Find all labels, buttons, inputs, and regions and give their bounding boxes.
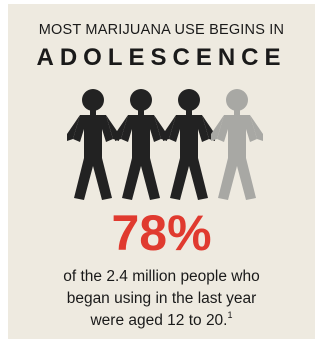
paper-doll-figure [67, 89, 119, 200]
footnote-marker: 1 [227, 310, 233, 320]
paper-doll-chain-icon [67, 89, 263, 200]
caption-line-3: were aged 12 to 20.1 [8, 310, 315, 332]
paper-doll-figure [163, 89, 215, 200]
caption-line-2: began using in the last year [66, 290, 257, 307]
caption-line-3-text: were aged 12 to 20. [90, 312, 228, 329]
headline-line-1: MOST MARIJUANA USE BEGINS IN [38, 22, 285, 38]
infographic-card: MOST MARIJUANA USE BEGINS IN ADOLESCENCE… [8, 4, 315, 339]
headline-line-2: ADOLESCENCE [36, 44, 287, 71]
paper-doll-figure [211, 89, 263, 200]
caption-line-1: of the 2.4 million people who [63, 268, 260, 285]
caption: of the 2.4 million people who began usin… [8, 266, 315, 332]
stat-percentage: 78% [111, 205, 212, 261]
paper-doll-figure [115, 89, 167, 200]
